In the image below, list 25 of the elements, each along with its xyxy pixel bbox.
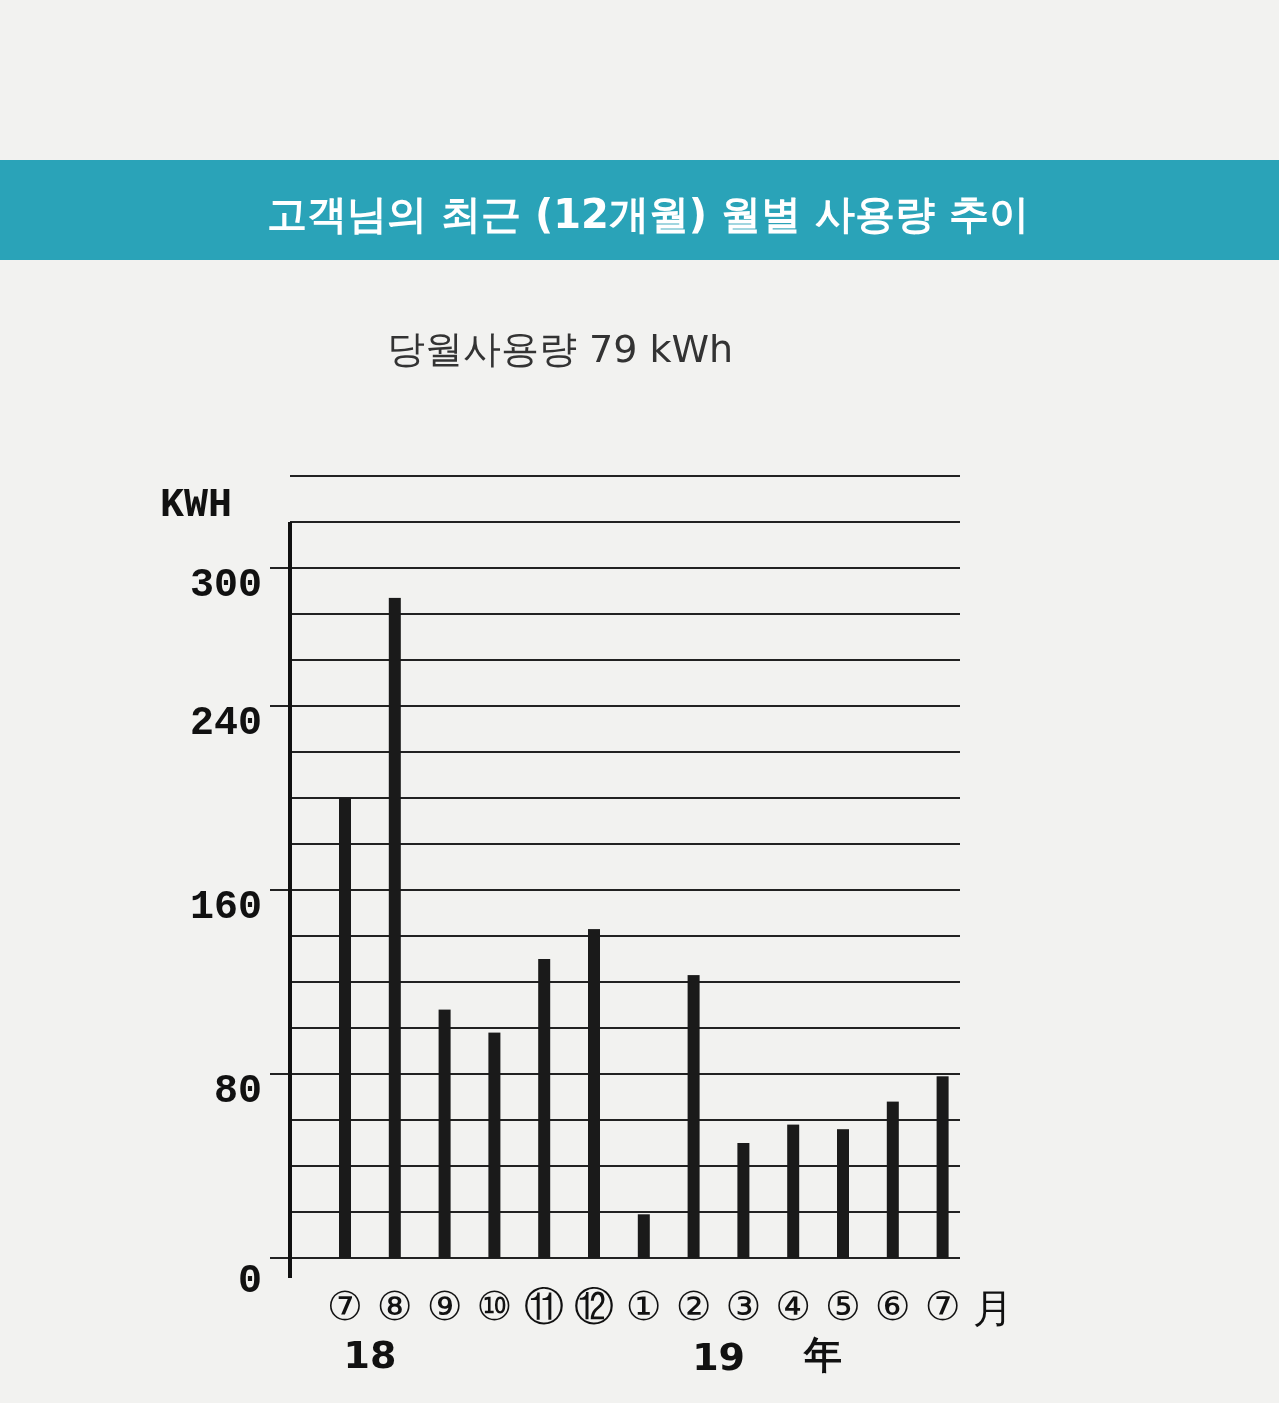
x-tick-label: ⑩ <box>476 1283 513 1329</box>
x-tick-label: ② <box>675 1283 712 1329</box>
text: 19 <box>692 1335 746 1379</box>
x-tick-label: ⑤ <box>825 1283 861 1329</box>
chart-title: 고객님의 최근 (12개월) 월별 사용량 추이 <box>267 191 1029 237</box>
x-tick-label: ⑦ <box>924 1283 961 1329</box>
y-tick-label: 160 <box>189 885 262 930</box>
x-tick-label: ⑧ <box>376 1283 413 1329</box>
y-axis-title: KWH <box>160 483 233 528</box>
y-tick-label: 240 <box>189 701 262 746</box>
y-tick-label: 300 <box>189 563 262 608</box>
x-tick-label: ⑦ <box>327 1283 363 1329</box>
x-tick-label: ③ <box>725 1283 762 1329</box>
text: 年 <box>803 1333 843 1377</box>
x-axis-title: 月 <box>972 1285 1013 1331</box>
y-tick-label: 80 <box>213 1069 262 1114</box>
x-tick-label: ⑨ <box>426 1283 463 1329</box>
x-tick-label: ⑥ <box>874 1283 911 1329</box>
x-tick-label: ① <box>625 1283 662 1329</box>
text: 18 <box>343 1333 397 1377</box>
chart-subtitle: 당월사용량 79 kWh <box>386 327 734 371</box>
x-tick-label: ④ <box>775 1283 812 1329</box>
x-tick-label: ⑫ <box>574 1283 614 1329</box>
y-tick-label: 0 <box>237 1259 262 1304</box>
x-tick-label: ⑪ <box>524 1283 565 1329</box>
